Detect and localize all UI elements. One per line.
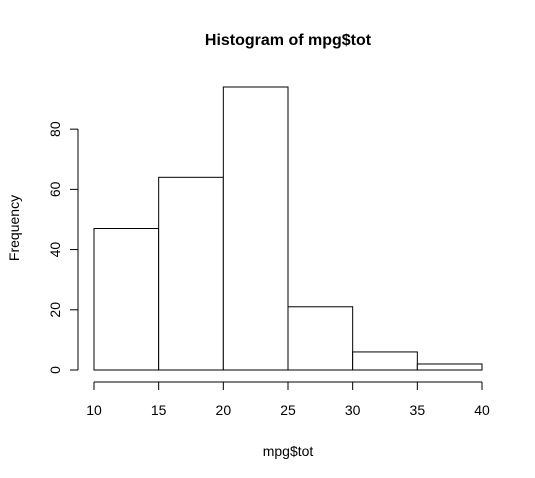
y-axis-label: Frequency	[6, 195, 22, 261]
histogram-bar-25-30	[287, 306, 354, 371]
x-tick-label-25: 25	[280, 402, 296, 418]
histogram-bar-30-35	[352, 351, 418, 371]
x-tick-label-15: 15	[151, 402, 167, 418]
histogram-bar-20-25	[222, 86, 289, 371]
x-axis: 10 15 20 25 30 35 40	[86, 381, 490, 418]
histogram-bar-15-20	[158, 176, 224, 371]
y-tick-label-0: 0	[47, 366, 63, 374]
y-tick-label-80: 80	[47, 121, 63, 137]
histogram-bar-35-40	[416, 363, 483, 371]
x-tick-label-40: 40	[474, 402, 490, 418]
y-tick-label-40: 40	[47, 242, 63, 258]
x-tick-label-35: 35	[410, 402, 426, 418]
y-axis: 0 20 40 60 80	[47, 121, 79, 374]
x-axis-label: mpg$tot	[263, 443, 314, 459]
histogram-bar-10-15	[93, 228, 160, 371]
bars-layer	[93, 86, 483, 371]
chart-title: Histogram of mpg$tot	[205, 32, 372, 49]
x-tick-label-10: 10	[86, 402, 102, 418]
x-tick-label-20: 20	[216, 402, 232, 418]
y-tick-label-20: 20	[47, 302, 63, 318]
x-tick-label-30: 30	[345, 402, 361, 418]
y-tick-label-60: 60	[47, 181, 63, 197]
